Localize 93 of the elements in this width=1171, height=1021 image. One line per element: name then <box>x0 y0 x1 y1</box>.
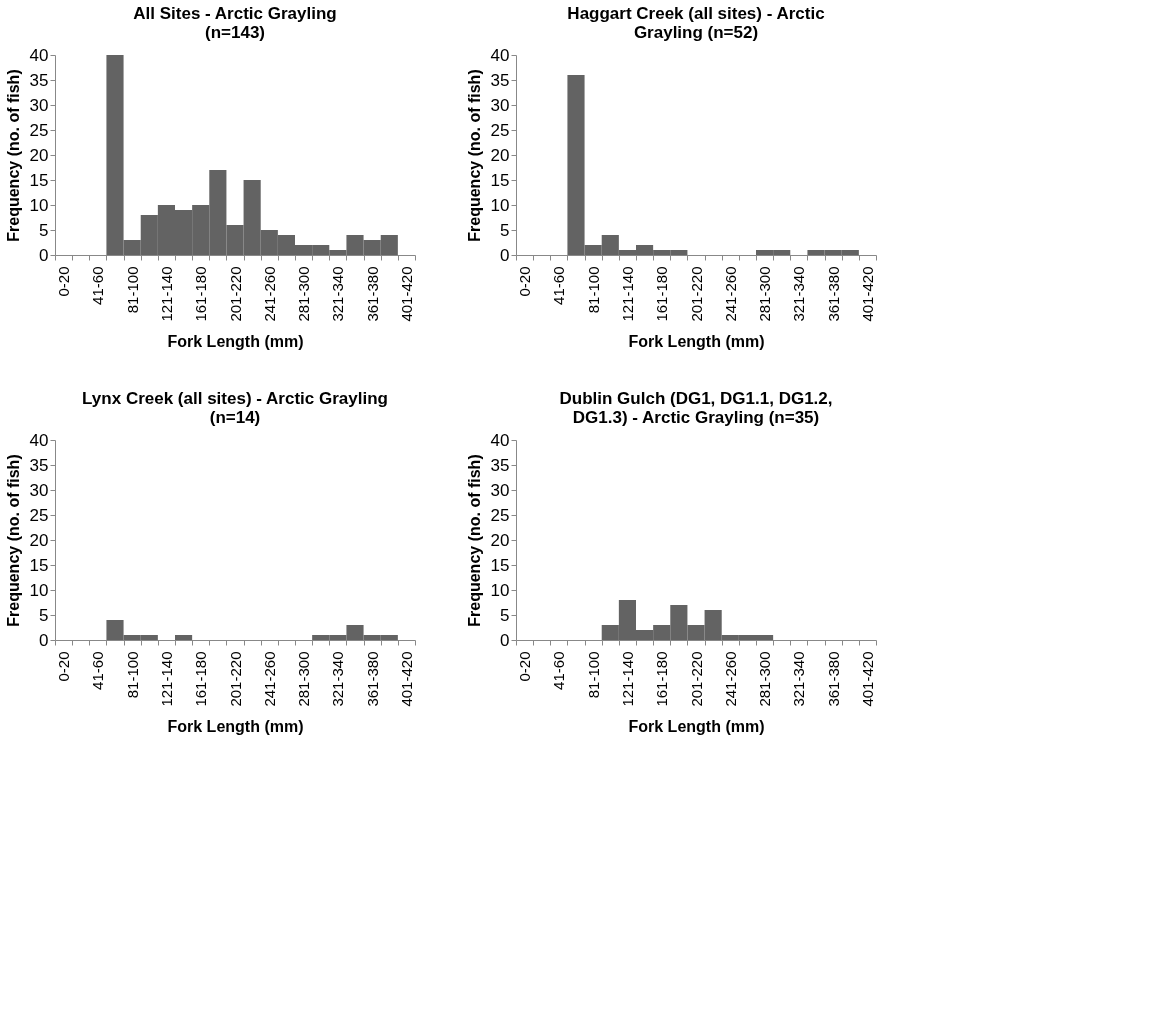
x-tick-label: 41-60 <box>550 651 568 690</box>
y-tick-label: 15 <box>29 555 49 575</box>
x-tick-label: 281-300 <box>756 266 774 322</box>
x-tick-label: 361-380 <box>363 266 381 322</box>
x-tick-label: 321-340 <box>329 266 347 322</box>
x-tick-label: 121-140 <box>618 266 636 322</box>
x-tick-label: 121-140 <box>157 651 175 707</box>
y-axis-title: Frequency (no. of fish) <box>4 69 22 242</box>
x-tick-label: 281-300 <box>756 651 774 707</box>
y-tick-label: 30 <box>29 480 49 500</box>
chart-title: Dublin Gulch (DG1, DG1.1, DG1.2, DG1.3) - Arctic Grayling (n=35) <box>559 389 833 427</box>
y-tick-label: 15 <box>29 170 49 190</box>
y-tick-label: 5 <box>39 220 49 240</box>
y-tick-label: 0 <box>500 630 510 650</box>
y-tick-label: 25 <box>29 505 49 525</box>
x-tick-label: 201-220 <box>226 266 244 322</box>
y-tick-label: 20 <box>29 530 49 550</box>
x-tick-label: 41-60 <box>89 266 107 305</box>
x-tick-label: 281-300 <box>295 651 313 707</box>
x-tick-label: 401-420 <box>858 266 876 322</box>
x-tick-label: 361-380 <box>824 651 842 707</box>
x-tick-label: 241-260 <box>260 266 278 322</box>
y-tick-label: 10 <box>490 195 510 215</box>
x-tick-label: 121-140 <box>157 266 175 322</box>
y-tick-label: 20 <box>490 145 510 165</box>
y-tick-label: 0 <box>39 630 49 650</box>
x-tick-label: 0-20 <box>55 651 73 682</box>
y-tick-label: 30 <box>29 95 49 115</box>
y-axis-title: Frequency (no. of fish) <box>465 454 483 627</box>
y-tick-label: 35 <box>490 70 510 90</box>
chart-title: Lynx Creek (all sites) - Arctic Grayling (n=14) <box>82 389 388 427</box>
x-tick-label: 81-100 <box>584 266 602 314</box>
y-tick-label: 5 <box>39 605 49 625</box>
y-tick-label: 25 <box>490 505 510 525</box>
x-tick-label: 161-180 <box>192 651 210 707</box>
y-tick-label: 35 <box>490 455 510 475</box>
x-tick-label: 361-380 <box>824 266 842 322</box>
x-tick-label: 321-340 <box>329 651 347 707</box>
x-tick-label: 81-100 <box>123 651 141 699</box>
x-tick-label: 241-260 <box>260 651 278 707</box>
x-tick-label: 121-140 <box>618 651 636 707</box>
y-tick-label: 35 <box>29 455 49 475</box>
y-tick-label: 15 <box>490 170 510 190</box>
x-tick-label: 401-420 <box>397 266 415 322</box>
y-tick-label: 10 <box>490 580 510 600</box>
y-tick-label: 20 <box>490 530 510 550</box>
y-axis-title: Frequency (no. of fish) <box>465 69 483 242</box>
y-tick-label: 25 <box>29 120 49 140</box>
x-tick-label: 81-100 <box>123 266 141 314</box>
y-tick-label: 40 <box>490 45 510 65</box>
y-tick-label: 20 <box>29 145 49 165</box>
y-tick-label: 5 <box>500 220 510 240</box>
y-tick-label: 35 <box>29 70 49 90</box>
y-tick-label: 10 <box>29 580 49 600</box>
y-tick-label: 30 <box>490 95 510 115</box>
x-tick-label: 241-260 <box>721 651 739 707</box>
x-tick-label: 201-220 <box>687 266 705 322</box>
y-tick-label: 0 <box>500 245 510 265</box>
y-axis-title: Frequency (no. of fish) <box>4 454 22 627</box>
y-tick-label: 10 <box>29 195 49 215</box>
x-tick-label: 321-340 <box>790 266 808 322</box>
y-tick-label: 5 <box>500 605 510 625</box>
x-tick-label: 201-220 <box>687 651 705 707</box>
y-tick-label: 0 <box>39 245 49 265</box>
x-tick-label: 401-420 <box>397 651 415 707</box>
chart-title: All Sites - Arctic Grayling (n=143) <box>133 4 337 42</box>
x-axis-title: Fork Length (mm) <box>167 717 304 735</box>
x-tick-label: 201-220 <box>226 651 244 707</box>
x-tick-label: 161-180 <box>192 266 210 322</box>
x-tick-label: 41-60 <box>550 266 568 305</box>
y-tick-label: 40 <box>490 430 510 450</box>
x-tick-label: 401-420 <box>858 651 876 707</box>
y-tick-label: 15 <box>490 555 510 575</box>
x-axis-title: Fork Length (mm) <box>628 332 765 350</box>
x-tick-label: 0-20 <box>516 266 534 297</box>
x-tick-label: 41-60 <box>89 651 107 690</box>
y-tick-label: 40 <box>29 45 49 65</box>
x-tick-label: 0-20 <box>55 266 73 297</box>
y-tick-label: 40 <box>29 430 49 450</box>
x-tick-label: 321-340 <box>790 651 808 707</box>
x-tick-label: 241-260 <box>721 266 739 322</box>
x-tick-label: 161-180 <box>653 266 671 322</box>
x-axis-title: Fork Length (mm) <box>628 717 765 735</box>
x-tick-label: 0-20 <box>516 651 534 682</box>
bar <box>175 635 193 640</box>
x-tick-label: 161-180 <box>653 651 671 707</box>
x-tick-label: 81-100 <box>584 651 602 699</box>
y-tick-label: 25 <box>490 120 510 140</box>
x-tick-label: 361-380 <box>363 651 381 707</box>
chart-title: Haggart Creek (all sites) - Arctic Grayling (n=52) <box>567 4 825 42</box>
y-tick-label: 30 <box>490 480 510 500</box>
x-axis-title: Fork Length (mm) <box>167 332 304 350</box>
x-tick-label: 281-300 <box>295 266 313 322</box>
